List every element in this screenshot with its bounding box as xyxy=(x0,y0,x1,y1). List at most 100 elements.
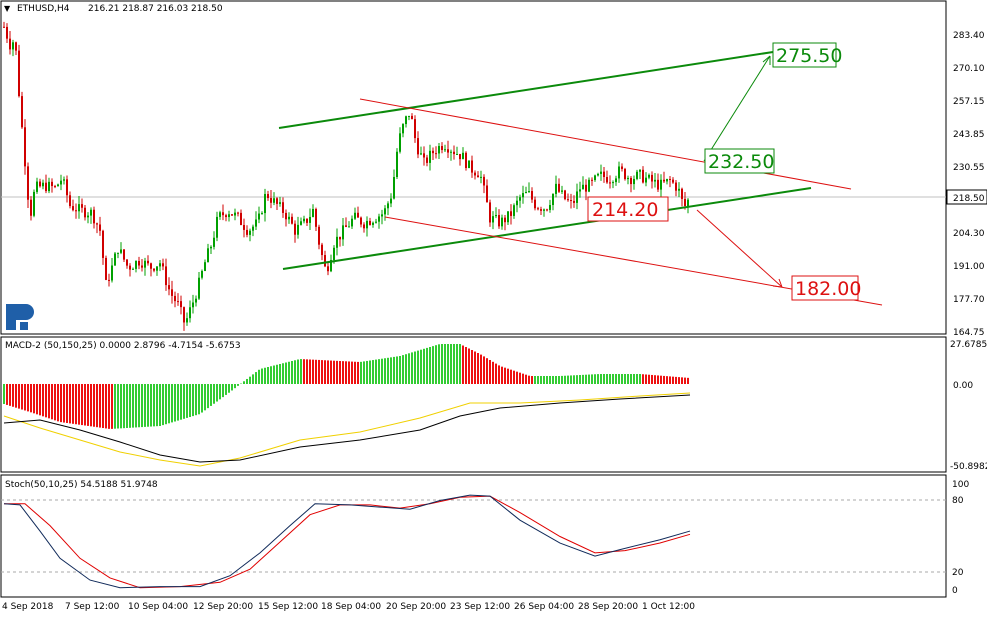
macd-bar xyxy=(336,360,338,384)
macd-bar xyxy=(102,384,104,429)
candle-body xyxy=(99,224,101,231)
candle-body xyxy=(309,216,311,223)
candle-body xyxy=(630,177,632,185)
macd-bar xyxy=(210,384,212,406)
price-tick: 191.00 xyxy=(953,262,985,272)
macd-bar xyxy=(33,384,35,414)
macd-bar xyxy=(171,384,173,423)
stoch-tick: 20 xyxy=(952,568,964,578)
candle-body xyxy=(396,151,398,177)
candle-body xyxy=(489,202,491,223)
macd-bar xyxy=(441,344,443,384)
candle-body xyxy=(294,223,296,235)
macd-bar xyxy=(474,351,476,384)
macd-bar xyxy=(594,374,596,384)
macd-bar xyxy=(402,355,404,384)
macd-bar xyxy=(99,384,101,428)
candle-body xyxy=(201,270,203,278)
macd-bar xyxy=(24,384,26,411)
macd-bar xyxy=(591,374,593,384)
macd-bar xyxy=(234,384,236,389)
candle-body xyxy=(666,178,668,182)
candle-body xyxy=(84,207,86,218)
candle-body xyxy=(180,301,182,308)
macd-bar xyxy=(429,347,431,384)
candle-body xyxy=(669,178,671,180)
time-tick: 20 Sep 20:00 xyxy=(386,602,446,612)
macd-bar xyxy=(552,376,554,384)
macd-bar xyxy=(150,384,152,427)
candle-body xyxy=(624,168,626,180)
macd-bar xyxy=(291,361,293,384)
candle-body xyxy=(405,116,407,125)
arrow-head-182-icon xyxy=(772,278,783,288)
macd-bar xyxy=(540,376,542,384)
candle-body xyxy=(267,193,269,199)
macd-bar xyxy=(216,384,218,402)
macd-bar xyxy=(483,356,485,384)
candle-body xyxy=(36,181,38,192)
candle-body xyxy=(618,166,620,179)
macd-bar xyxy=(576,375,578,384)
candle-body xyxy=(561,190,563,192)
macd-bar xyxy=(513,370,515,384)
candle-body xyxy=(93,209,95,224)
candle-body xyxy=(495,215,497,217)
candle-body xyxy=(141,265,143,268)
candle-body xyxy=(612,182,614,184)
candle-body xyxy=(531,191,533,200)
macd-bar xyxy=(120,384,122,429)
candle-body xyxy=(312,208,314,217)
candle-body xyxy=(432,150,434,154)
dropdown-arrow-icon[interactable]: ▼ xyxy=(4,4,11,13)
candle-body xyxy=(24,127,26,167)
arrow-to-182 xyxy=(696,209,783,288)
macd-bar xyxy=(3,384,5,404)
macd-bar xyxy=(444,344,446,384)
macd-tick: 0.00 xyxy=(953,381,973,391)
candle-body xyxy=(270,198,272,203)
candle-body xyxy=(138,260,140,266)
candle-body xyxy=(120,249,122,253)
macd-bar xyxy=(63,384,65,423)
candle-body xyxy=(132,268,134,270)
macd-tick: -50.8982 xyxy=(950,462,987,472)
candle-body xyxy=(597,173,599,176)
macd-bar xyxy=(528,375,530,384)
candle-body xyxy=(498,215,500,227)
macd-bar xyxy=(261,368,263,384)
macd-bar xyxy=(15,384,17,408)
macd-main-line xyxy=(3,394,691,463)
candle-body xyxy=(417,138,419,155)
candle-body xyxy=(414,119,416,139)
candle-body xyxy=(552,193,554,206)
candle-body xyxy=(135,260,137,269)
candle-body xyxy=(186,318,188,323)
macd-bar xyxy=(72,384,74,424)
macd-bar xyxy=(681,377,683,384)
macd-bar xyxy=(51,384,53,420)
macd-bar xyxy=(486,358,488,384)
macd-bar xyxy=(351,361,353,384)
candle-body xyxy=(504,217,506,223)
stoch-tick: 0 xyxy=(952,586,958,596)
macd-bar xyxy=(213,384,215,404)
candle-body xyxy=(30,199,32,216)
time-tick: 1 Oct 12:00 xyxy=(642,602,695,612)
macd-bar xyxy=(372,360,374,384)
macd-bar xyxy=(555,376,557,384)
macd-bar xyxy=(84,384,86,426)
macd-bar xyxy=(231,384,233,391)
candle-body xyxy=(159,263,161,267)
macd-bar xyxy=(468,348,470,384)
candle-body xyxy=(474,172,476,176)
macd-bar xyxy=(318,359,320,384)
candle-body xyxy=(687,199,689,207)
macd-bar xyxy=(111,384,113,429)
macd-bar xyxy=(423,348,425,384)
macd-bar xyxy=(315,359,317,384)
candle-body xyxy=(285,212,287,220)
macd-bar xyxy=(78,384,80,425)
candle-body xyxy=(342,225,344,240)
macd-bar xyxy=(129,384,131,428)
